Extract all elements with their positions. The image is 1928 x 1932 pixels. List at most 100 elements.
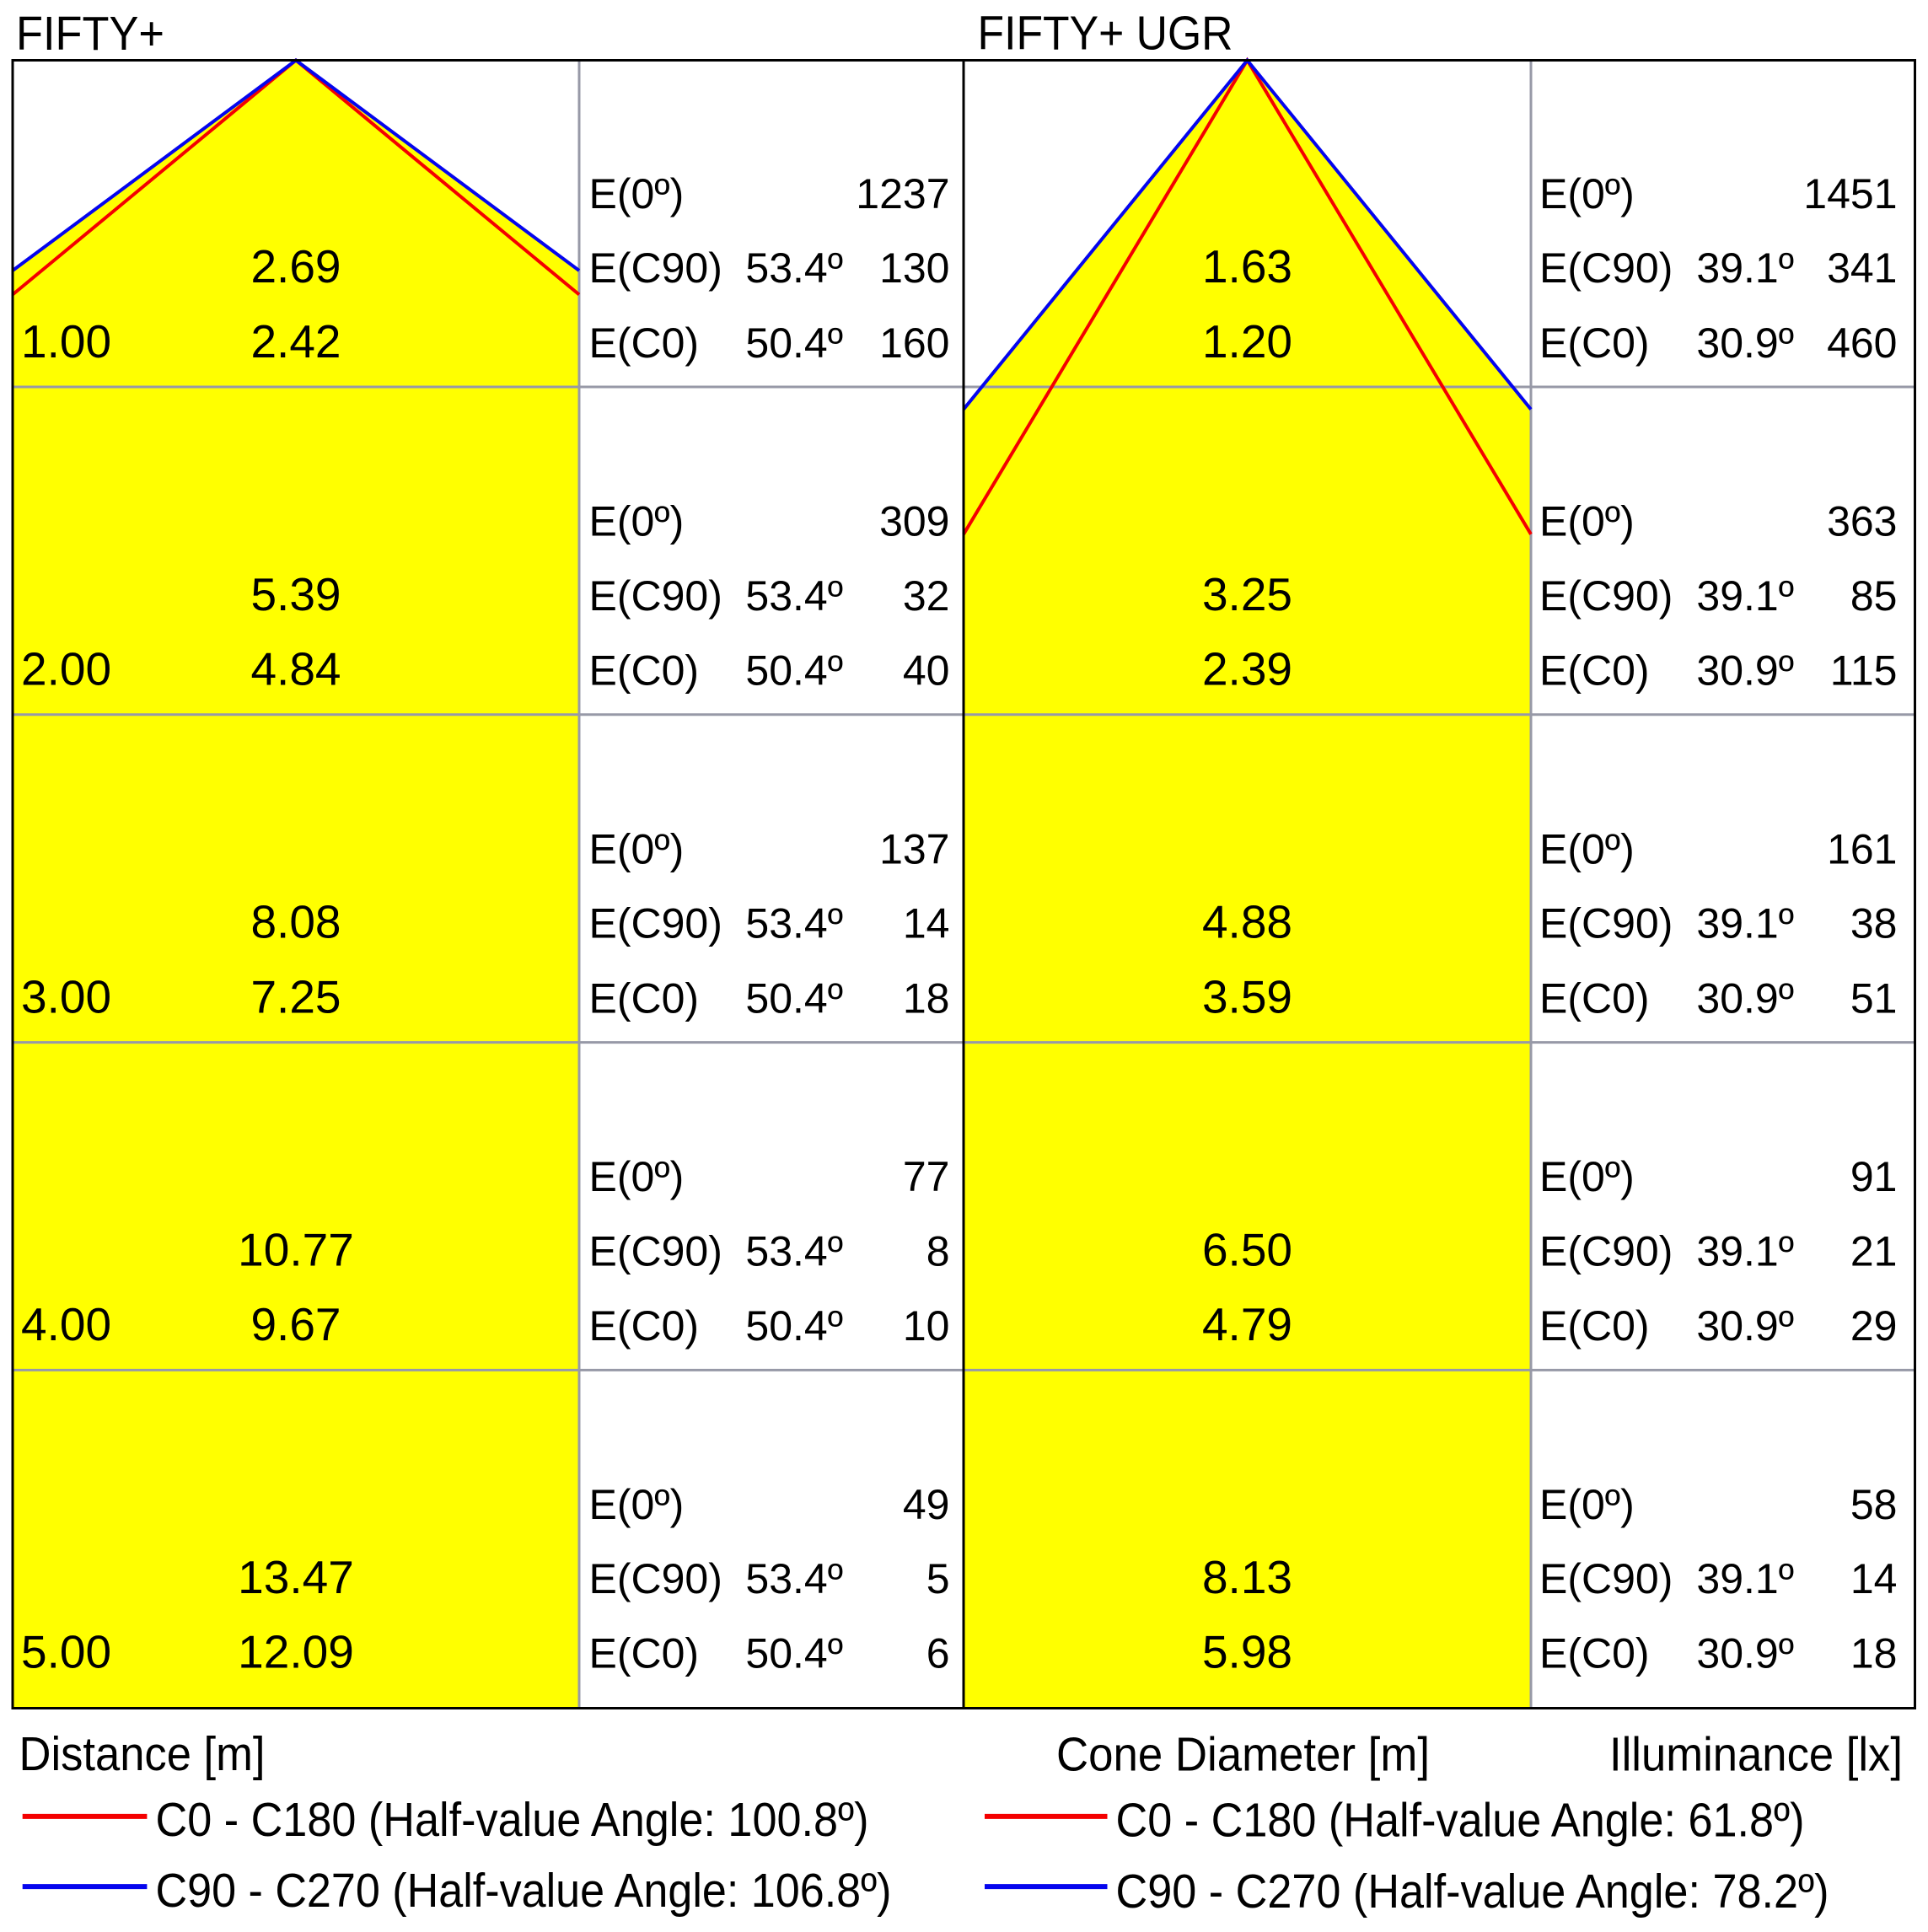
- svg-text:21: 21: [1850, 1227, 1898, 1275]
- svg-text:E(C90): E(C90): [589, 572, 722, 620]
- svg-text:1.00: 1.00: [21, 315, 111, 368]
- svg-text:E(0º): E(0º): [589, 170, 685, 217]
- svg-text:E(C90): E(C90): [1539, 572, 1673, 620]
- svg-text:E(0º): E(0º): [1539, 1153, 1635, 1200]
- svg-text:E(C90): E(C90): [589, 1227, 722, 1275]
- svg-text:85: 85: [1850, 572, 1898, 620]
- svg-text:E(C0): E(C0): [589, 1630, 700, 1677]
- svg-text:E(0º): E(0º): [1539, 1481, 1635, 1528]
- svg-text:5.98: 5.98: [1202, 1626, 1292, 1678]
- svg-text:E(C0): E(C0): [1539, 647, 1650, 695]
- svg-text:Distance [m]: Distance [m]: [19, 1727, 266, 1781]
- svg-text:115: 115: [1830, 647, 1898, 695]
- svg-text:53.4º: 53.4º: [745, 244, 843, 292]
- svg-text:130: 130: [879, 244, 949, 292]
- svg-text:C0 - C180 (Half-value Angle: 6: C0 - C180 (Half-value Angle: 61.8º): [1116, 1794, 1805, 1848]
- svg-text:E(0º): E(0º): [1539, 825, 1635, 872]
- svg-text:E(0º): E(0º): [589, 498, 685, 545]
- svg-text:50.4º: 50.4º: [745, 1302, 843, 1350]
- svg-text:53.4º: 53.4º: [745, 1555, 843, 1602]
- svg-text:50.4º: 50.4º: [745, 319, 843, 367]
- svg-text:4.79: 4.79: [1202, 1298, 1292, 1350]
- svg-text:3.00: 3.00: [21, 970, 111, 1022]
- svg-text:E(C0): E(C0): [589, 647, 700, 695]
- svg-text:E(C0): E(C0): [1539, 1630, 1650, 1677]
- svg-text:12.09: 12.09: [238, 1626, 354, 1678]
- svg-text:E(C90): E(C90): [1539, 1227, 1673, 1275]
- svg-text:1.63: 1.63: [1202, 240, 1292, 292]
- svg-text:E(0º): E(0º): [589, 1481, 685, 1528]
- svg-text:1.20: 1.20: [1202, 315, 1292, 368]
- svg-text:39.1º: 39.1º: [1696, 572, 1794, 620]
- svg-text:2.00: 2.00: [21, 643, 111, 695]
- svg-text:2.39: 2.39: [1202, 643, 1292, 695]
- svg-text:Illuminance [lx]: Illuminance [lx]: [1609, 1728, 1903, 1782]
- svg-text:14: 14: [1850, 1555, 1898, 1602]
- svg-text:C90 - C270 (Half-value Angle:: C90 - C270 (Half-value Angle: 106.8º): [156, 1864, 892, 1918]
- svg-text:E(C0): E(C0): [1539, 1302, 1650, 1350]
- svg-text:C90 - C270 (Half-value Angle:: C90 - C270 (Half-value Angle: 78.2º): [1116, 1865, 1829, 1919]
- svg-text:32: 32: [903, 572, 950, 620]
- svg-text:E(C0): E(C0): [589, 319, 700, 367]
- svg-text:30.9º: 30.9º: [1696, 319, 1794, 367]
- svg-text:137: 137: [879, 825, 949, 872]
- svg-text:30.9º: 30.9º: [1696, 974, 1794, 1022]
- svg-text:E(0º): E(0º): [1539, 498, 1635, 545]
- svg-text:1451: 1451: [1803, 170, 1897, 217]
- svg-text:38: 38: [1850, 900, 1898, 947]
- svg-text:4.88: 4.88: [1202, 896, 1292, 948]
- svg-text:77: 77: [903, 1153, 950, 1200]
- svg-text:58: 58: [1850, 1481, 1898, 1528]
- svg-text:E(C90): E(C90): [1539, 900, 1673, 947]
- svg-text:E(C0): E(C0): [589, 1302, 700, 1350]
- svg-text:5: 5: [926, 1555, 950, 1602]
- svg-text:160: 160: [879, 319, 949, 367]
- svg-text:8.08: 8.08: [250, 896, 341, 948]
- svg-text:E(C90): E(C90): [1539, 1555, 1673, 1602]
- svg-text:8.13: 8.13: [1202, 1551, 1292, 1603]
- svg-text:53.4º: 53.4º: [745, 1227, 843, 1275]
- svg-text:2.42: 2.42: [250, 315, 341, 368]
- svg-text:39.1º: 39.1º: [1696, 900, 1794, 947]
- svg-text:E(C90): E(C90): [589, 244, 722, 292]
- svg-text:50.4º: 50.4º: [745, 1630, 843, 1677]
- svg-text:30.9º: 30.9º: [1696, 1302, 1794, 1350]
- svg-text:10: 10: [903, 1302, 950, 1350]
- svg-text:51: 51: [1850, 974, 1898, 1022]
- svg-text:30.9º: 30.9º: [1696, 1630, 1794, 1677]
- svg-text:6: 6: [926, 1630, 950, 1677]
- svg-text:8: 8: [926, 1227, 950, 1275]
- svg-text:E(C90): E(C90): [589, 900, 722, 947]
- svg-text:39.1º: 39.1º: [1696, 1555, 1794, 1602]
- svg-text:341: 341: [1827, 244, 1897, 292]
- svg-text:14: 14: [903, 900, 950, 947]
- svg-text:E(0º): E(0º): [589, 825, 685, 872]
- svg-text:E(C0): E(C0): [589, 974, 700, 1022]
- svg-text:39.1º: 39.1º: [1696, 1227, 1794, 1275]
- svg-text:3.59: 3.59: [1202, 970, 1292, 1022]
- svg-text:91: 91: [1850, 1153, 1898, 1200]
- svg-text:E(C0): E(C0): [1539, 319, 1650, 367]
- svg-text:6.50: 6.50: [1202, 1223, 1292, 1275]
- svg-text:30.9º: 30.9º: [1696, 647, 1794, 695]
- svg-text:5.00: 5.00: [21, 1626, 111, 1678]
- svg-text:53.4º: 53.4º: [745, 572, 843, 620]
- svg-text:7.25: 7.25: [250, 970, 341, 1022]
- svg-text:E(C0): E(C0): [1539, 974, 1650, 1022]
- svg-text:E(0º): E(0º): [589, 1153, 685, 1200]
- svg-text:C0 - C180 (Half-value Angle: 1: C0 - C180 (Half-value Angle: 100.8º): [156, 1793, 869, 1847]
- svg-text:10.77: 10.77: [238, 1223, 354, 1275]
- svg-text:FIFTY+ UGR: FIFTY+ UGR: [978, 7, 1233, 61]
- svg-text:363: 363: [1827, 498, 1897, 545]
- svg-text:49: 49: [903, 1481, 950, 1528]
- svg-text:309: 309: [879, 498, 949, 545]
- svg-text:460: 460: [1827, 319, 1897, 367]
- svg-text:50.4º: 50.4º: [745, 974, 843, 1022]
- svg-text:50.4º: 50.4º: [745, 647, 843, 695]
- svg-text:E(C90): E(C90): [589, 1555, 722, 1602]
- svg-text:18: 18: [903, 974, 950, 1022]
- svg-text:5.39: 5.39: [250, 568, 341, 620]
- svg-text:E(C90): E(C90): [1539, 244, 1673, 292]
- svg-text:53.4º: 53.4º: [745, 900, 843, 947]
- svg-text:4.84: 4.84: [250, 643, 341, 695]
